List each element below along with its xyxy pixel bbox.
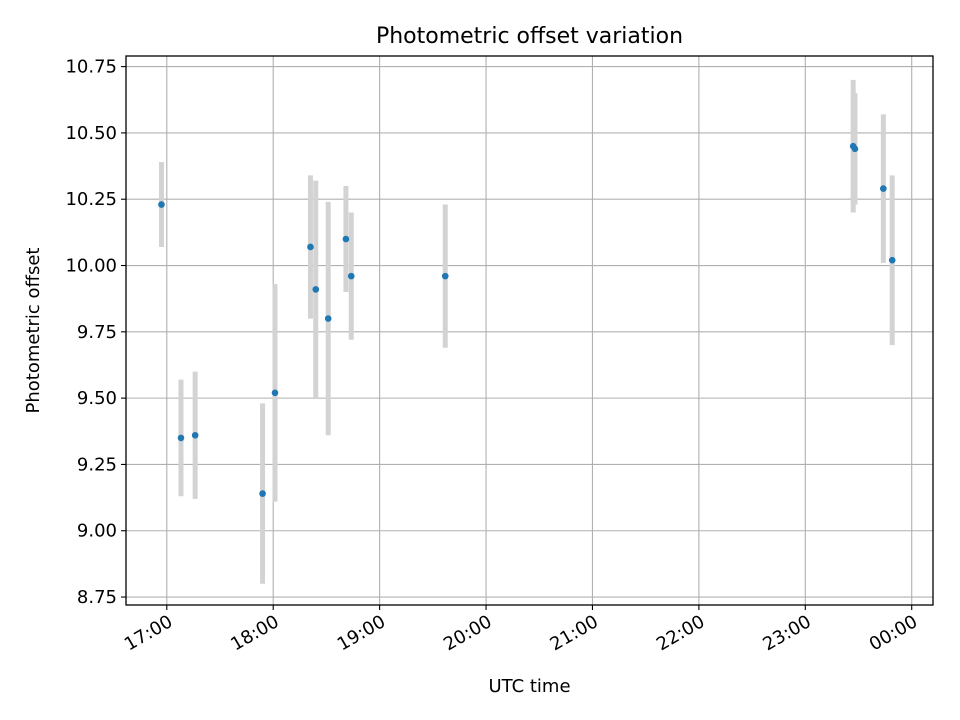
x-tick-label: 21:00 [547,611,602,655]
data-point [324,315,332,322]
data-point [259,490,266,497]
x-tick-label: 19:00 [334,611,389,655]
y-tick-label: 9.00 [77,521,117,542]
x-tick-label: 22:00 [653,611,708,655]
data-point [312,286,320,293]
data-point [888,256,896,264]
x-tick-label: 18:00 [227,611,282,655]
y-tick-label: 10.50 [65,123,117,144]
x-tick-label: 23:00 [759,611,814,655]
y-tick-label: 9.50 [77,388,117,409]
x-tick-label: 20:00 [440,611,495,655]
data-point [271,389,279,397]
x-axis-ticks: 17:00 18:00 19:00 20:00 21:00 22:00 23:00 00:00 [121,605,921,655]
data-point [342,235,350,243]
chart-title: Photometric offset variation [376,24,683,49]
x-axis-label: UTC time [488,676,570,697]
data-point [880,185,887,192]
y-tick-label: 9.75 [77,322,117,343]
data-point [441,272,449,280]
data-point [347,272,355,280]
data-point [177,434,185,442]
grid [126,56,933,605]
data-points [158,142,896,497]
y-tick-label: 8.75 [77,587,117,608]
x-tick-label: 17:00 [121,611,176,655]
y-tick-label: 9.25 [77,454,117,475]
data-point [851,145,859,153]
x-tick-label: 00:00 [866,611,921,655]
y-tick-label: 10.00 [65,256,117,277]
y-axis-label: Photometric offset [23,248,44,414]
y-axis-ticks: 8.75 9.00 9.25 9.50 9.75 10.00 10.25 10.50 10.75 [65,57,126,608]
plot-frame [125,55,934,606]
data-point [158,201,165,208]
y-tick-label: 10.75 [65,57,117,78]
data-point [307,243,314,251]
data-point [191,431,199,439]
y-tick-label: 10.25 [65,189,117,210]
